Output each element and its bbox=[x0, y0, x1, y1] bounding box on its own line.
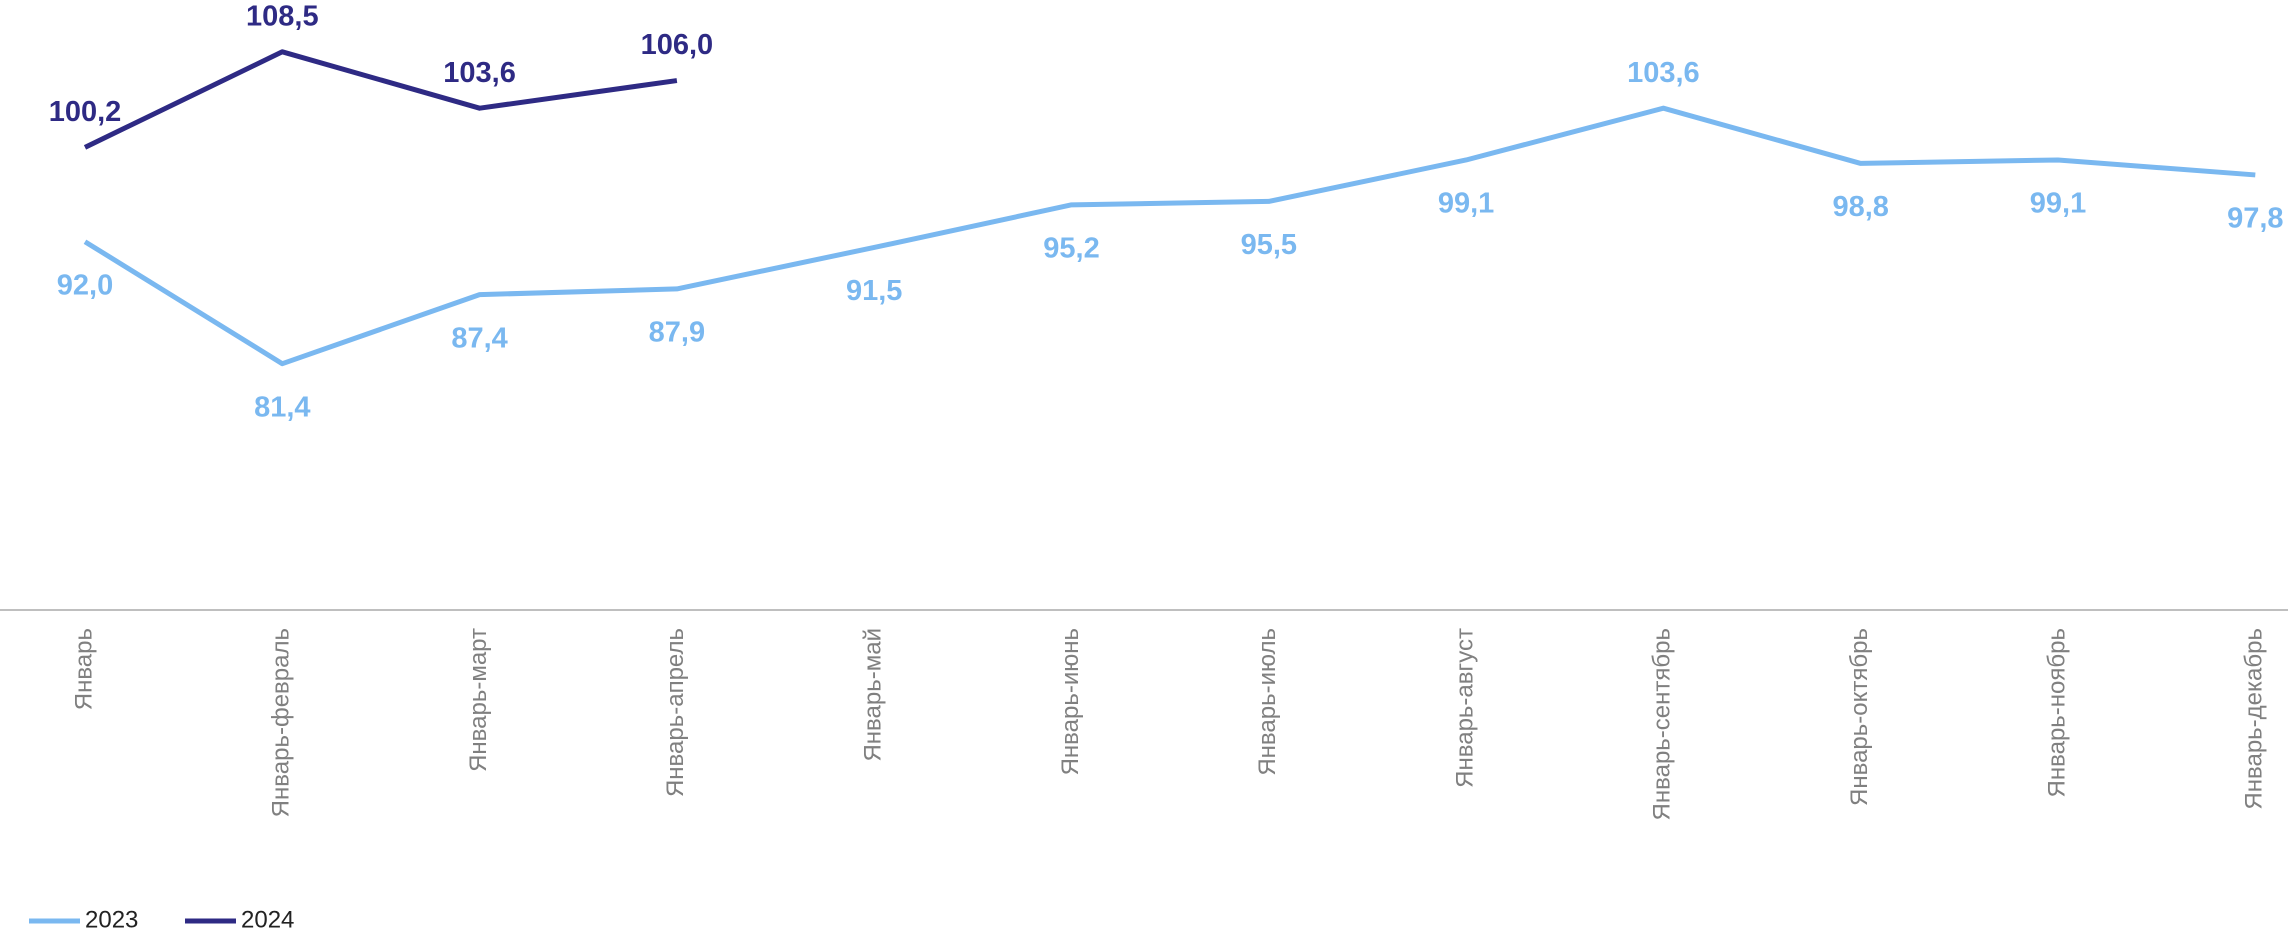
x-tick-label: Январь-ноябрь bbox=[2043, 628, 2070, 797]
value-label: 99,1 bbox=[1438, 188, 1494, 220]
value-label: 95,5 bbox=[1241, 229, 1297, 261]
x-tick-label: Январь-август bbox=[1451, 628, 1478, 788]
value-label: 81,4 bbox=[254, 391, 310, 423]
x-tick-label: Январь-апрель bbox=[662, 628, 689, 797]
value-label: 103,6 bbox=[443, 57, 516, 89]
x-tick-label: Январь-июнь bbox=[1057, 628, 1084, 775]
legend-label: 2024 bbox=[241, 906, 294, 933]
value-label: 92,0 bbox=[57, 269, 113, 301]
x-tick-label: Январь bbox=[70, 628, 97, 710]
value-label: 91,5 bbox=[846, 275, 902, 307]
series-line bbox=[83, 105, 2256, 367]
value-label: 95,2 bbox=[1043, 233, 1099, 265]
value-label: 106,0 bbox=[641, 29, 714, 61]
legend-label: 2023 bbox=[85, 906, 138, 933]
value-label: 103,6 bbox=[1627, 57, 1700, 89]
x-tick-label: Январь-октябрь bbox=[1846, 628, 1873, 806]
value-label: 100,2 bbox=[49, 96, 122, 128]
value-label: 97,8 bbox=[2227, 203, 2283, 235]
x-tick-label: Январь-март bbox=[465, 628, 492, 772]
value-label: 87,9 bbox=[649, 317, 705, 349]
value-label: 108,5 bbox=[246, 0, 319, 32]
value-label: 87,4 bbox=[451, 322, 507, 354]
x-tick-label: Январь-сентябрь bbox=[1649, 628, 1676, 820]
series-line bbox=[83, 49, 678, 150]
value-label: 99,1 bbox=[2030, 188, 2086, 220]
x-tick-label: Январь-июль bbox=[1254, 628, 1281, 776]
x-tick-label: Январь-декабрь bbox=[2241, 628, 2268, 810]
x-tick-label: Январь-май bbox=[860, 628, 887, 762]
value-label: 98,8 bbox=[1832, 191, 1888, 223]
x-tick-label: Январь-февраль bbox=[268, 628, 295, 817]
